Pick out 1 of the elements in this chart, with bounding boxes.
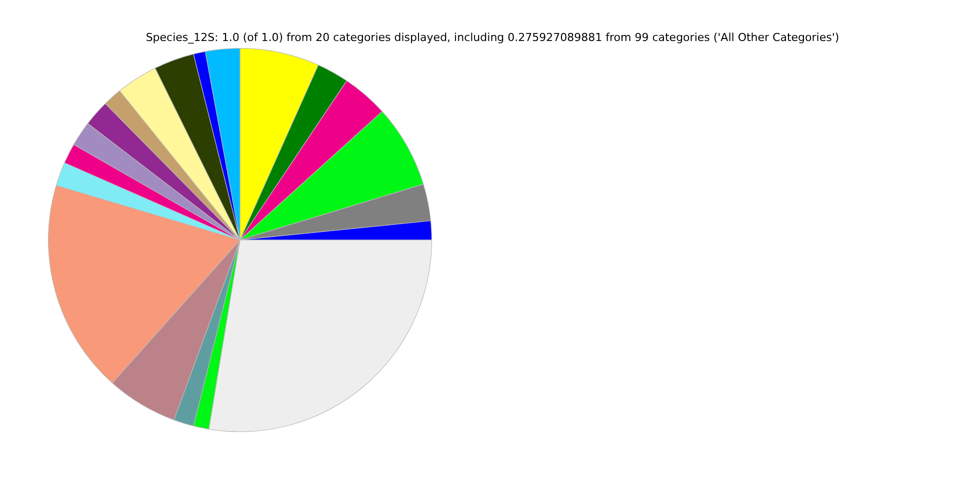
text: Species_12S: 1.0 (of 1.0) from 20 categories displayed, including 0.275927089881 from 99 categories ('All Other Categories') bbox=[144, 31, 840, 44]
